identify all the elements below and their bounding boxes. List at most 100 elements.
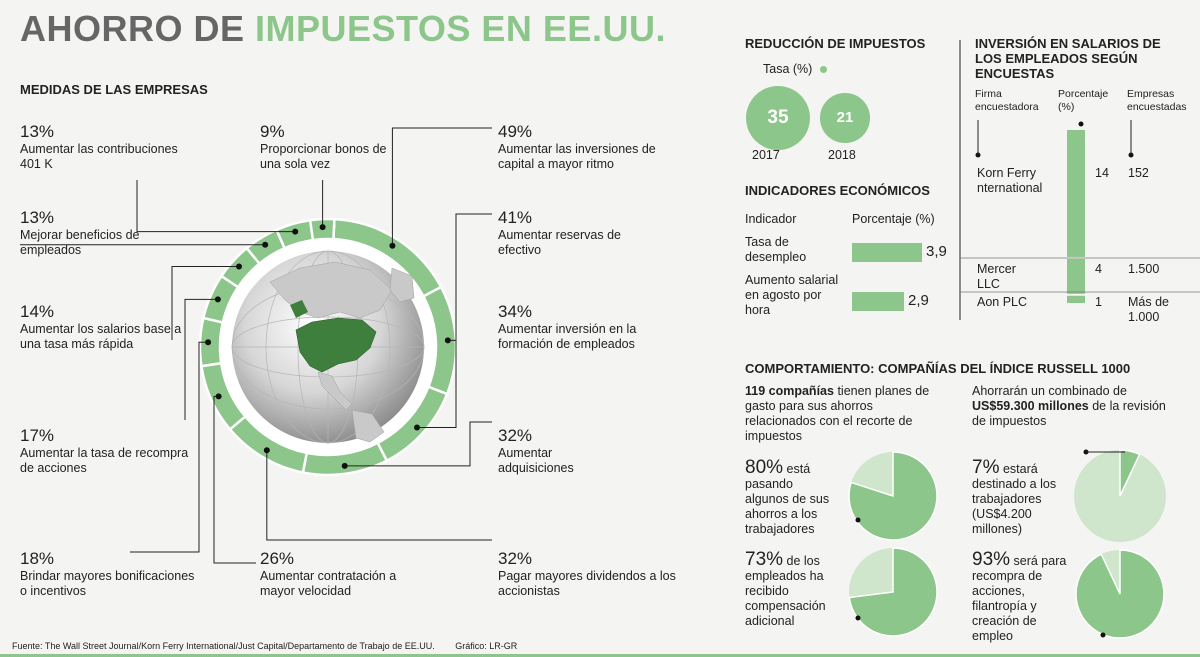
leader-dot [263, 447, 270, 454]
pie-slice [1075, 549, 1165, 639]
leader-line [130, 341, 209, 553]
tax-legend-label: Tasa (%) [763, 62, 813, 76]
measure-label: Pagar mayores dividendos a los accionist… [498, 569, 676, 598]
measure-label: Proporcionar bonos de una sola vez [260, 142, 387, 171]
pie-text: 93% será para recompra de acciones, fila… [972, 550, 1067, 644]
indicator-bar [852, 243, 922, 262]
tax-bubble-2018: 21 [820, 93, 870, 143]
indicator-value: 3,9 [926, 243, 947, 260]
leader-dot [389, 242, 396, 249]
salaries-col2: Porcentaje (%) [1058, 88, 1109, 113]
measure-pct: 13% [20, 208, 55, 227]
page-title: AHORRO DE IMPUESTOS EN EE.UU. [20, 8, 666, 50]
measure-pct: 26% [260, 549, 295, 568]
pie-desc: será para recompra de acciones, filantro… [972, 554, 1067, 643]
leader-dot [444, 337, 451, 344]
indicators-heading: INDICADORES ECONÓMICOS [745, 183, 930, 198]
measure-item: 13% Mejorar beneficios de empleados [20, 208, 160, 258]
leader-dot [236, 263, 243, 270]
measure-pct: 49% [498, 122, 533, 141]
salary-bar-segment [1067, 258, 1085, 294]
indicators-col2: Porcentaje (%) [852, 212, 935, 226]
pie-text: 80% está pasando algunos de sus ahorros … [745, 457, 840, 537]
leader-line [447, 213, 492, 341]
measure-item: 18% Brindar mayores bonificaciones o inc… [20, 549, 200, 599]
leader-line [171, 266, 240, 340]
measure-pct: 32% [498, 426, 533, 445]
salary-companies: 1.500 [1128, 262, 1160, 276]
tax-year-2017: 2017 [752, 148, 780, 162]
leader-dot [205, 339, 212, 346]
salary-companies: Más de 1.000 [1128, 295, 1169, 324]
pie-slice [848, 547, 938, 637]
measure-item: 9% Proporcionar bonos de una sola vez [260, 122, 400, 172]
measure-label: Aumentar los salarios base a una tasa má… [20, 322, 182, 351]
russell-pies [848, 449, 1166, 639]
leader-dot [214, 296, 221, 303]
measure-pct: 14% [20, 302, 55, 321]
leader-line [391, 127, 492, 246]
pie-desc: estará destinado a los trabajadores (US$… [972, 462, 1057, 536]
land-greenland [389, 267, 415, 303]
leader-dot [341, 462, 348, 469]
globe-illustration [231, 250, 425, 444]
salaries-heading: INVERSIÓN EN SALARIOS DE LOS EMPLEADOS S… [975, 36, 1161, 81]
pie-text: 7% estará destinado a los trabajadores (… [972, 457, 1067, 537]
measure-label: Aumentar inversión en la formación de em… [498, 322, 637, 351]
tax-legend: Tasa (%) [763, 62, 827, 77]
measure-label: Aumentar reservas de efectivo [498, 228, 621, 257]
russell-heading: COMPORTAMIENTO: COMPAÑÍAS DEL ÍNDICE RUS… [745, 361, 1131, 376]
tax-year-2018: 2018 [828, 148, 856, 162]
measure-item: 41% Aumentar reservas de efectivo [498, 208, 628, 258]
source-text: Fuente: The Wall Street Journal/Korn Fer… [12, 641, 435, 651]
measure-item: 17% Aumentar la tasa de recompra de acci… [20, 426, 190, 476]
leader-dot [413, 424, 420, 431]
salary-graphics [959, 40, 1200, 320]
tax-heading: REDUCCIÓN DE IMPUESTOS [745, 36, 926, 51]
land-south [351, 409, 385, 443]
measure-label: Brindar mayores bonificaciones o incenti… [20, 569, 195, 598]
leader-line [344, 421, 492, 467]
measure-item: 49% Aumentar las inversiones de capital … [498, 122, 688, 172]
measure-label: Aumentar las contribuciones 401 K [20, 142, 178, 171]
pie-text: 73% de los empleados ha recibido compens… [745, 549, 840, 629]
land-central [317, 371, 353, 411]
pie-dot [855, 615, 861, 621]
measure-label: Aumentar adquisiciones [498, 446, 574, 475]
russell-right-post: de la revisión de impuestos [972, 399, 1166, 428]
measure-item: 34% Aumentar inversión en la formación d… [498, 302, 673, 352]
pie-pct: 73% [745, 549, 784, 570]
salaries-col3: Empresas encuestadas [1127, 88, 1187, 113]
indicator-value: 2,9 [908, 292, 929, 309]
measure-item: 32% Aumentar adquisiciones [498, 426, 598, 476]
leader-dot [215, 393, 222, 400]
salary-pct: 14 [1095, 166, 1109, 180]
pie-pct: 7% [972, 457, 1000, 478]
salary-firm: Korn Ferry nternational [977, 166, 1043, 195]
pie-slice [1119, 449, 1141, 497]
russell-left-bold: 119 compañías [745, 384, 834, 398]
measure-label: Aumentar contratación a mayor velocidad [260, 569, 397, 598]
measure-item: 13% Aumentar las contribuciones 401 K [20, 122, 190, 172]
indicators-col1: Indicador [745, 212, 797, 226]
measure-label: Aumentar la tasa de recompra de acciones [20, 446, 189, 475]
legend-dot-icon [819, 66, 827, 73]
salary-bar-segment [1067, 130, 1085, 257]
salary-dot [1078, 121, 1084, 127]
indicator-bar [852, 292, 905, 311]
measure-item: 32% Pagar mayores dividendos a los accio… [498, 549, 678, 599]
footer-source: Fuente: The Wall Street Journal/Korn Fer… [12, 641, 517, 651]
tax-bubble-2017: 35 [746, 86, 810, 150]
credit-text: Gráfico: LR-GR [455, 641, 518, 651]
pie-dot [855, 517, 861, 523]
salary-pct: 4 [1095, 262, 1102, 276]
title-part-1: AHORRO DE [20, 8, 245, 49]
leader-lines [20, 127, 492, 564]
pie-desc: está pasando algunos de sus ahorros a lo… [745, 462, 830, 536]
pie-pct: 80% [745, 457, 784, 478]
measure-pct: 18% [20, 549, 55, 568]
leader-line [184, 298, 218, 420]
leader-dot [292, 228, 299, 235]
land-alaska [290, 300, 308, 318]
